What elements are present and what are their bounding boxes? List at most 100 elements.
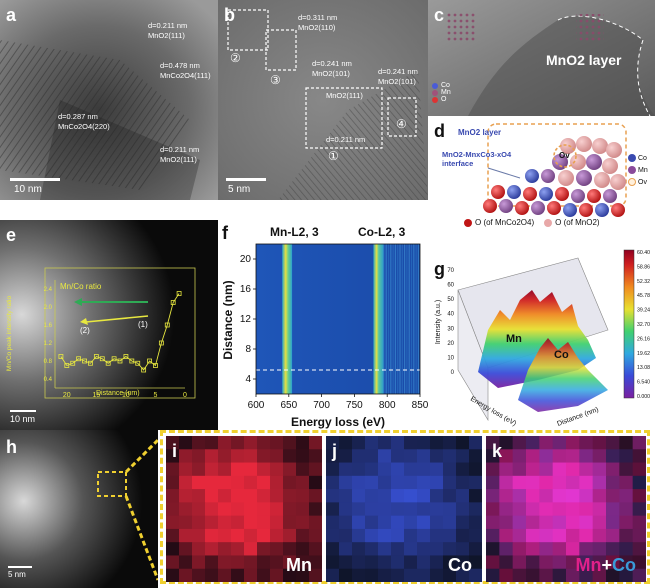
map-pixel bbox=[192, 502, 206, 517]
map-pixel bbox=[592, 436, 607, 450]
map-pixel bbox=[443, 555, 457, 570]
panel-g-colorbar-ticks: 60.40 58.86 52.32 45.78 39.24 32.70 26.16 19.62… bbox=[637, 250, 650, 400]
map-pixel bbox=[417, 542, 431, 556]
map-pixel bbox=[179, 462, 193, 477]
map-pixel bbox=[283, 555, 297, 570]
map-pixel bbox=[365, 555, 379, 570]
map-pixel bbox=[309, 489, 322, 503]
map-pixel bbox=[539, 449, 554, 464]
map-pixel bbox=[417, 528, 431, 543]
map-pixel bbox=[309, 542, 322, 556]
panel-e-ratio-point bbox=[58, 354, 64, 359]
map-pixel bbox=[309, 515, 322, 530]
map-pixel bbox=[257, 555, 271, 570]
map-pixel bbox=[526, 568, 540, 582]
map-pixel bbox=[456, 515, 470, 530]
panel-c-label: c bbox=[434, 5, 445, 25]
panel-b-marker-1: ① bbox=[328, 149, 339, 163]
map-pixel bbox=[205, 449, 219, 464]
map-pixel bbox=[579, 475, 594, 490]
panel-f-chart: 600 650 700 750 800 850 4 8 12 16 20 Energy loss … bbox=[221, 225, 428, 429]
panel-f-xlabel: Energy loss (eV) bbox=[291, 415, 385, 429]
map-pixel bbox=[430, 502, 444, 517]
map-pixel bbox=[378, 475, 392, 490]
panel-h-haadf-image: h 5 nm bbox=[0, 430, 158, 588]
map-pixel bbox=[309, 568, 322, 582]
map-pixel bbox=[526, 542, 540, 556]
panel-g-colorbar-tick: 60.40 bbox=[637, 250, 650, 256]
map-pixel bbox=[244, 502, 258, 517]
panel-e-xtick: 0 bbox=[183, 392, 187, 399]
panel-e-scalebar bbox=[10, 410, 36, 412]
panel-j-label: j bbox=[332, 441, 338, 461]
map-pixel bbox=[391, 436, 405, 450]
map-pixel bbox=[326, 555, 340, 570]
map-pixel bbox=[469, 515, 482, 530]
map-pixel bbox=[417, 449, 431, 464]
map-pixel bbox=[632, 555, 646, 570]
map-pixel bbox=[166, 436, 180, 450]
map-pixel bbox=[179, 475, 193, 490]
map-pixel bbox=[632, 568, 646, 582]
map-pixel bbox=[632, 515, 646, 530]
panel-e-ytick: 0.8 bbox=[44, 359, 53, 365]
map-pixel bbox=[218, 475, 232, 490]
map-pixel bbox=[552, 555, 567, 570]
panel-g-colorbar bbox=[623, 249, 635, 399]
map-pixel bbox=[231, 489, 245, 503]
panel-e-haadf-image: 20 15 10 5 0 0.4 0.8 1.2 1.6 2.0 2.4 e Mn/Co ratio… bbox=[0, 220, 218, 430]
map-pixel bbox=[526, 502, 540, 517]
map-pixel bbox=[552, 568, 567, 582]
panel-e-ratio-point bbox=[76, 356, 82, 362]
map-pixel bbox=[430, 436, 444, 450]
map-pixel bbox=[417, 436, 431, 450]
panel-d-legend-co: Co bbox=[638, 154, 647, 162]
map-pixel bbox=[179, 555, 193, 570]
panel-g-zticks: 0 10 20 30 40 50 60 70 bbox=[447, 268, 454, 376]
map-pixel bbox=[404, 568, 418, 582]
panel-k-label: k bbox=[492, 441, 503, 461]
map-pixel bbox=[179, 568, 193, 582]
map-pixel bbox=[326, 436, 340, 450]
map-pixel bbox=[566, 515, 580, 530]
panel-e-ytick: 1.2 bbox=[44, 341, 53, 347]
map-pixel bbox=[430, 555, 444, 570]
panel-g-ztick: 30 bbox=[447, 326, 454, 332]
map-pixel bbox=[469, 489, 482, 503]
map-pixel bbox=[443, 528, 457, 543]
panel-f-eels-map: 600 650 700 750 800 850 4 8 12 16 20 Energy loss … bbox=[218, 220, 428, 430]
map-pixel bbox=[257, 462, 271, 477]
map-pixel bbox=[417, 555, 431, 570]
map-pixel bbox=[443, 568, 457, 582]
map-pixel bbox=[606, 449, 620, 464]
panel-b-marker-4: ④ bbox=[396, 117, 407, 131]
panel-b-annotation-2: MnO2(110) bbox=[298, 23, 336, 32]
panel-k-element-mn: Mn bbox=[575, 555, 602, 575]
panel-e-ratio-point bbox=[158, 340, 164, 346]
panel-e-label: e bbox=[6, 225, 17, 245]
map-pixel bbox=[339, 436, 353, 450]
map-pixel bbox=[592, 502, 607, 517]
map-pixel bbox=[456, 555, 470, 570]
map-pixel bbox=[486, 502, 500, 517]
map-pixel bbox=[456, 475, 470, 490]
panel-f-mn-edge: Mn-L2, 3 bbox=[270, 225, 319, 239]
map-pixel bbox=[606, 502, 620, 517]
panel-f-xtick: 800 bbox=[379, 400, 396, 411]
map-pixel bbox=[179, 449, 193, 464]
map-pixel bbox=[326, 502, 340, 517]
panel-a-scalebar bbox=[10, 178, 60, 181]
panel-g-ztick: 10 bbox=[447, 355, 454, 361]
map-pixel bbox=[244, 568, 258, 582]
panel-a-annotation-5: d=0.287 nm bbox=[58, 112, 98, 121]
map-pixel bbox=[339, 528, 353, 543]
map-pixel bbox=[632, 528, 646, 543]
map-pixel bbox=[352, 502, 366, 517]
map-pixel bbox=[430, 462, 444, 477]
map-pixel bbox=[552, 449, 567, 464]
map-pixel bbox=[378, 436, 392, 450]
map-pixel bbox=[606, 542, 620, 556]
map-pixel bbox=[391, 528, 405, 543]
map-pixel bbox=[352, 515, 366, 530]
map-pixel bbox=[443, 436, 457, 450]
